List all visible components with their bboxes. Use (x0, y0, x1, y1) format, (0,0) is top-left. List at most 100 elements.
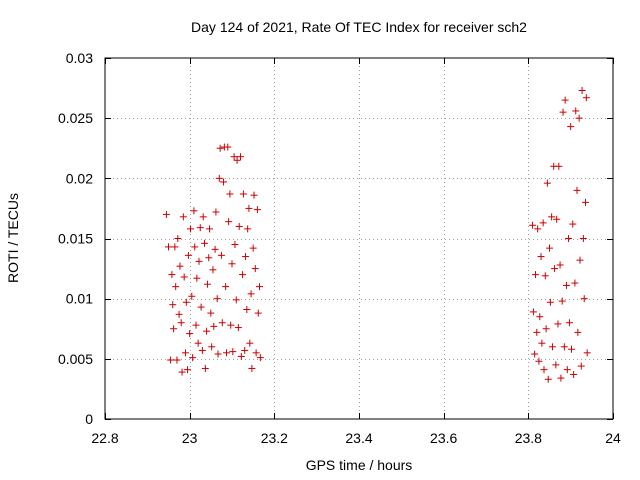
data-point (181, 349, 189, 357)
data-point (201, 364, 209, 372)
data-point (197, 303, 205, 311)
data-point (236, 153, 244, 161)
data-point (543, 179, 551, 187)
data-point (177, 319, 185, 327)
data-point (228, 260, 236, 268)
x-tick-label: 23.2 (261, 430, 288, 446)
data-point (188, 292, 196, 300)
y-tick-label: 0.01 (66, 291, 93, 307)
x-tick-label: 23.4 (345, 430, 372, 446)
grid-layer (105, 58, 613, 419)
data-point (251, 265, 259, 273)
data-point (217, 251, 225, 259)
data-point (162, 210, 170, 218)
data-point (576, 256, 584, 264)
data-point (239, 190, 247, 198)
y-tick-label: 0.005 (58, 351, 93, 367)
data-point (546, 298, 554, 306)
data-point (533, 328, 541, 336)
y-tick-label: 0 (85, 411, 93, 427)
data-point (189, 354, 197, 362)
data-point (254, 309, 262, 317)
data-point (565, 319, 573, 327)
data-point (567, 123, 575, 131)
data-point (539, 219, 547, 227)
data-point (249, 244, 257, 252)
data-point (170, 325, 178, 333)
data-point (168, 271, 176, 279)
data-point (195, 257, 203, 265)
data-point (198, 346, 206, 354)
data-point (552, 361, 560, 369)
data-point (561, 96, 569, 104)
data-point (180, 273, 188, 281)
data-point (579, 235, 587, 242)
y-tick-label: 0.02 (66, 170, 93, 186)
data-point (246, 339, 254, 347)
data-point (216, 144, 224, 152)
data-point (256, 354, 264, 362)
data-points (162, 86, 591, 383)
data-point (235, 222, 243, 230)
data-point (212, 208, 220, 216)
x-tick-label: 23 (182, 430, 198, 446)
x-tick-labels: 22.8 23 23.2 23.4 23.6 23.8 24 (91, 430, 621, 446)
data-point (200, 239, 208, 247)
data-point (570, 370, 578, 378)
data-point (218, 319, 226, 327)
data-point (190, 207, 198, 215)
data-point (230, 153, 238, 161)
data-point (571, 279, 579, 287)
data-point (580, 295, 588, 303)
data-point (535, 357, 543, 365)
data-point (182, 298, 190, 306)
data-point (174, 235, 182, 242)
data-point (199, 213, 207, 221)
data-point (229, 348, 237, 356)
data-point (540, 366, 548, 374)
data-point (205, 254, 213, 262)
data-point (542, 325, 550, 333)
data-point (176, 262, 184, 270)
data-point (531, 350, 539, 358)
data-point (206, 225, 214, 233)
data-point (193, 274, 201, 282)
data-point (538, 339, 546, 347)
data-point (214, 350, 222, 358)
data-point (232, 296, 240, 304)
data-point (578, 86, 586, 94)
y-tick-label: 0.025 (58, 110, 93, 126)
data-point (245, 204, 253, 212)
y-tick-label: 0.03 (66, 50, 93, 66)
data-point (173, 356, 181, 364)
data-point (563, 366, 571, 374)
data-point (241, 346, 249, 354)
data-point (583, 349, 591, 357)
x-axis-label: GPS time / hours (306, 457, 413, 473)
data-point (559, 108, 567, 116)
data-point (529, 308, 537, 316)
data-point (231, 241, 239, 249)
axis-ticks (105, 58, 614, 420)
data-point (247, 290, 255, 298)
y-tick-labels: 0 0.005 0.01 0.015 0.02 0.025 0.03 (58, 50, 93, 427)
data-point (179, 213, 187, 221)
data-point (203, 327, 211, 335)
data-point (575, 114, 583, 122)
data-point (560, 343, 568, 351)
data-point (222, 283, 230, 291)
data-point (256, 283, 264, 291)
data-point (253, 206, 261, 214)
data-point (194, 339, 202, 347)
data-point (548, 343, 556, 351)
data-point (234, 324, 242, 332)
data-point (554, 320, 562, 328)
data-point (541, 272, 549, 280)
data-point (242, 253, 250, 261)
data-point (557, 374, 565, 382)
data-point (213, 295, 221, 303)
data-point (220, 178, 228, 186)
data-point (553, 215, 561, 223)
data-point (178, 368, 186, 376)
